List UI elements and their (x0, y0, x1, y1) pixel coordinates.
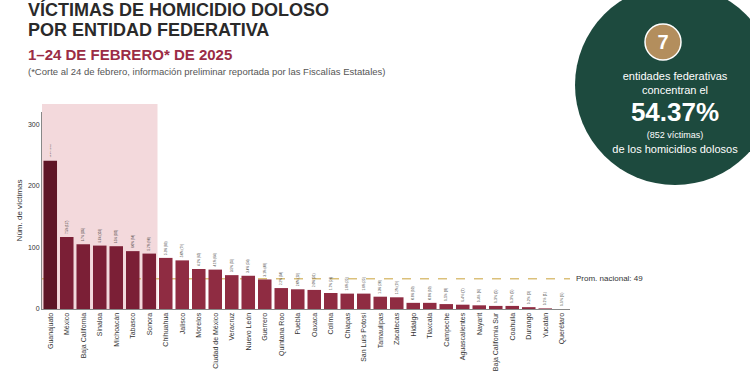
svg-text:2.0% (31): 2.0% (31) (312, 274, 316, 287)
svg-text:Chihuahua: Chihuahua (162, 313, 169, 347)
svg-text:Tabasco: Tabasco (129, 313, 136, 339)
svg-text:Hidalgo: Hidalgo (410, 313, 418, 337)
svg-text:México: México (63, 313, 70, 335)
svg-text:Zacatecas: Zacatecas (393, 312, 400, 345)
svg-text:100: 100 (28, 244, 40, 251)
svg-text:de los homicidios dolosos: de los homicidios dolosos (612, 143, 738, 155)
svg-text:concentran el: concentran el (642, 84, 708, 96)
html-text:VÍCTIMAS DE HOMICIDIO DOLOSO P: VÍCTIMAS DE HOMICIDIO DOLOSO POR ENTIDAD… (28, 0, 329, 40)
svg-text:1.3% (20): 1.3% (20) (378, 280, 382, 293)
svg-text:2.2% (34): 2.2% (34) (279, 272, 283, 285)
html-text:1–24 DE FEBRERO* DE 2025: 1–24 DE FEBRERO* DE 2025 (28, 46, 233, 63)
svg-text:3.1% (48): 3.1% (48) (263, 263, 267, 276)
svg-text:0: 0 (36, 305, 40, 312)
svg-text:Aguascalientes: Aguascalientes (459, 312, 467, 360)
svg-text:4.1% (65): 4.1% (65) (197, 253, 201, 266)
svg-text:3.5% (55): 3.5% (55) (230, 259, 234, 272)
svg-text:Puebla: Puebla (294, 313, 301, 335)
svg-text:3.4% (54): 3.4% (54) (246, 259, 250, 272)
svg-text:0.3% (5): 0.3% (5) (510, 290, 514, 303)
svg-text:Prom. nacional: 49: Prom. nacional: 49 (576, 274, 643, 283)
svg-text:Coahuila: Coahuila (509, 313, 516, 341)
svg-text:0.0% (0): 0.0% (0) (560, 293, 564, 306)
svg-text:Jalisco: Jalisco (179, 313, 186, 335)
svg-text:Querétaro: Querétaro (558, 313, 566, 345)
svg-text:Ciudad de México: Ciudad de México (212, 313, 219, 369)
svg-text:0.6% (10): 0.6% (10) (411, 286, 415, 299)
svg-text:Campeche: Campeche (443, 313, 451, 347)
svg-text:1.2% (19): 1.2% (19) (395, 281, 399, 294)
svg-text:Colima: Colima (327, 313, 334, 335)
svg-text:0.6% (10): 0.6% (10) (428, 286, 432, 299)
svg-text:5.0% (79): 5.0% (79) (180, 244, 184, 257)
svg-text:0.4% (6): 0.4% (6) (477, 289, 481, 302)
html-text:(*Corte al 24 de febrero, info: (*Corte al 24 de febrero, información pr… (28, 66, 386, 77)
svg-text:Veracruz: Veracruz (228, 312, 235, 340)
svg-text:0.2% (3): 0.2% (3) (527, 291, 531, 304)
svg-text:1.7% (26): 1.7% (26) (329, 277, 333, 290)
svg-text:(852 víctimas): (852 víctimas) (647, 130, 704, 140)
svg-text:0.3% (5): 0.3% (5) (494, 290, 498, 303)
svg-text:Tlaxcala: Tlaxcala (426, 313, 433, 339)
svg-text:6.7% (105): 6.7% (105) (81, 228, 85, 241)
svg-text:Michoacán: Michoacán (113, 313, 120, 347)
svg-text:54.37%: 54.37% (631, 97, 719, 127)
svg-text:7.5% (117): 7.5% (117) (65, 221, 69, 234)
svg-text:0.1% (1): 0.1% (1) (543, 292, 547, 305)
svg-text:5.7% (90): 5.7% (90) (147, 237, 151, 250)
svg-text:entidades federativas: entidades federativas (623, 70, 728, 82)
svg-text:5.3% (83): 5.3% (83) (164, 242, 168, 255)
svg-text:0.5% (8): 0.5% (8) (444, 288, 448, 301)
svg-text:Guanajuato: Guanajuato (47, 313, 55, 349)
svg-text:Núm. de víctimas: Núm. de víctimas (15, 180, 24, 242)
svg-text:6.0% (94): 6.0% (94) (131, 235, 135, 248)
svg-text:Quintana Roo: Quintana Roo (278, 313, 286, 356)
svg-text:1.6% (25): 1.6% (25) (345, 277, 349, 290)
svg-text:1.6% (25): 1.6% (25) (362, 277, 366, 290)
svg-text:6.6% (103): 6.6% (103) (98, 229, 102, 242)
svg-text:Nayarit: Nayarit (476, 313, 484, 335)
svg-text:Sonora: Sonora (146, 313, 153, 336)
svg-text:7: 7 (657, 31, 668, 53)
svg-text:Durango: Durango (525, 313, 533, 340)
svg-text:Baja California: Baja California (80, 313, 88, 359)
svg-text:2.0% (32): 2.0% (32) (296, 273, 300, 286)
svg-text:Nuevo León: Nuevo León (245, 313, 252, 351)
svg-text:15.4% (241): 15.4% (241) (49, 144, 52, 158)
svg-text:4.1% (64): 4.1% (64) (213, 253, 217, 266)
svg-text:300: 300 (28, 121, 40, 128)
svg-text:Guerrero: Guerrero (261, 313, 268, 341)
svg-text:Tamaulipas: Tamaulipas (377, 312, 385, 348)
svg-text:Oaxaca: Oaxaca (311, 313, 318, 337)
svg-text:Morelos: Morelos (195, 312, 202, 337)
svg-text:200: 200 (28, 182, 40, 189)
svg-text:San Luis Potosí: San Luis Potosí (360, 313, 367, 362)
svg-text:Baja California Sur: Baja California Sur (492, 312, 500, 371)
svg-text:0.4% (7): 0.4% (7) (461, 288, 465, 301)
svg-text:Sinaloa: Sinaloa (96, 313, 103, 336)
svg-text:Yucatán: Yucatán (542, 313, 549, 338)
svg-text:6.5% (102): 6.5% (102) (114, 230, 118, 243)
svg-text:Chiapas: Chiapas (344, 312, 352, 338)
